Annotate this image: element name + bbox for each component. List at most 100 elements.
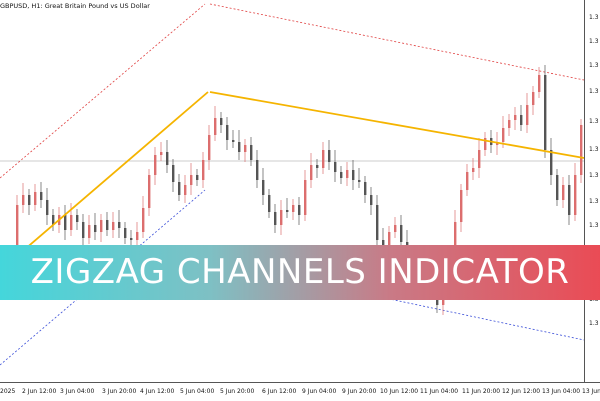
candle-body [460, 190, 463, 222]
candle-body [538, 75, 541, 92]
candle-body [82, 222, 85, 238]
candle-body [124, 228, 127, 238]
candle-body [328, 150, 331, 162]
candle-body [52, 215, 55, 225]
candle-body [376, 205, 379, 240]
indicator-banner: ZIGZAG CHANNELS INDICATOR [0, 245, 600, 300]
candle-body [304, 180, 307, 215]
time-tick-label: 5 Jun 04:00 [180, 388, 215, 395]
candle-body [112, 222, 115, 230]
candle-body [580, 125, 583, 175]
candle-body [256, 160, 259, 180]
candle-body [472, 168, 475, 172]
time-tick-label: 4 Jun 12:00 [140, 388, 175, 395]
banner-title: ZIGZAG CHANNELS INDICATOR [30, 252, 570, 292]
candle-body [274, 212, 277, 225]
time-tick-label: 6 Jun 12:00 [262, 388, 297, 395]
candle-body [526, 105, 529, 125]
candle-body [352, 170, 355, 180]
candle-body [34, 192, 37, 205]
candle-body [508, 120, 511, 128]
candle-body [292, 205, 295, 212]
candle-body [298, 205, 301, 215]
price-tick-label: 1.3 [589, 38, 599, 45]
candle-body [232, 140, 235, 142]
candle-body [220, 118, 223, 125]
candle-body [484, 138, 487, 150]
price-tick-label: 1.3 [589, 222, 599, 229]
candle-body [316, 165, 319, 168]
candle-body [136, 232, 139, 240]
time-tick-label: 12 Jun 12:00 [502, 388, 541, 395]
candle-body [322, 150, 325, 168]
time-tick-label: 2 Jun 12:00 [22, 388, 57, 395]
time-tick-label: 10 Jun 12:00 [380, 388, 419, 395]
candle-body [88, 225, 91, 238]
time-tick-label: 5 Jun 20:00 [220, 388, 255, 395]
candle-body [130, 238, 133, 240]
candle-body [184, 185, 187, 195]
candle-body [190, 175, 193, 185]
candle-body [178, 182, 181, 195]
candle-body [400, 225, 403, 242]
candle-body [514, 115, 517, 120]
candle-body [202, 160, 205, 180]
candle-body [568, 185, 571, 215]
price-tick-label: 1.3 [589, 172, 599, 179]
time-tick-label: 3 Jun 20:00 [102, 388, 137, 395]
channel-lower-left-line [0, 189, 206, 366]
time-tick-label: 11 Jun 20:00 [462, 388, 501, 395]
chart-title: GBPUSD, H1: Great Britain Pound vs US Do… [0, 2, 150, 10]
candle-body [22, 195, 25, 205]
candle-body [364, 182, 367, 195]
candle-body [574, 175, 577, 215]
candle-body [334, 162, 337, 172]
candle-body [238, 142, 241, 152]
candle-body [16, 205, 19, 260]
candle-body [142, 208, 145, 232]
channel-upper-right-line [209, 3, 585, 81]
candle-body [502, 128, 505, 142]
time-tick-label: 11 Jun 04:00 [420, 388, 459, 395]
price-tick-label: 1.3 [589, 88, 599, 95]
candle-body [478, 150, 481, 168]
candle-body [466, 172, 469, 190]
candle-body [454, 222, 457, 262]
candle-body [148, 175, 151, 208]
candle-body [286, 210, 289, 212]
price-tick-label: 1.3 [589, 62, 599, 69]
time-tick-label: 13 Jun 04:00 [542, 388, 581, 395]
zigzag-line-up [9, 91, 209, 263]
candle-body [100, 220, 103, 232]
candle-body [358, 180, 361, 182]
candle-body [310, 165, 313, 180]
candle-body [262, 180, 265, 195]
candle-body [76, 215, 79, 222]
time-tick-label: 9 Jun 04:00 [302, 388, 337, 395]
candle-body [160, 152, 163, 155]
candle-body [172, 165, 175, 182]
candle-body [196, 175, 199, 180]
candle-body [226, 125, 229, 140]
candle-body [346, 170, 349, 178]
candle-body [340, 172, 343, 178]
candle-body [544, 75, 547, 150]
candle-body [118, 222, 121, 228]
time-tick-label: 9 Jun 20:00 [342, 388, 377, 395]
candle-body [268, 195, 271, 212]
time-axis[interactable] [0, 382, 600, 401]
channel-upper-left-line [0, 3, 206, 179]
price-tick-label: 1.3 [589, 118, 599, 125]
candle-body [556, 175, 559, 200]
candle-body [394, 225, 397, 232]
candle-body [244, 145, 247, 152]
candle-body [280, 210, 283, 225]
candle-body [370, 195, 373, 205]
candle-body [106, 220, 109, 230]
price-tick-label: 1.3 [589, 320, 599, 327]
candle-body [64, 215, 67, 230]
time-tick-label: 13 Jun [582, 388, 600, 395]
candle-body [154, 155, 157, 175]
